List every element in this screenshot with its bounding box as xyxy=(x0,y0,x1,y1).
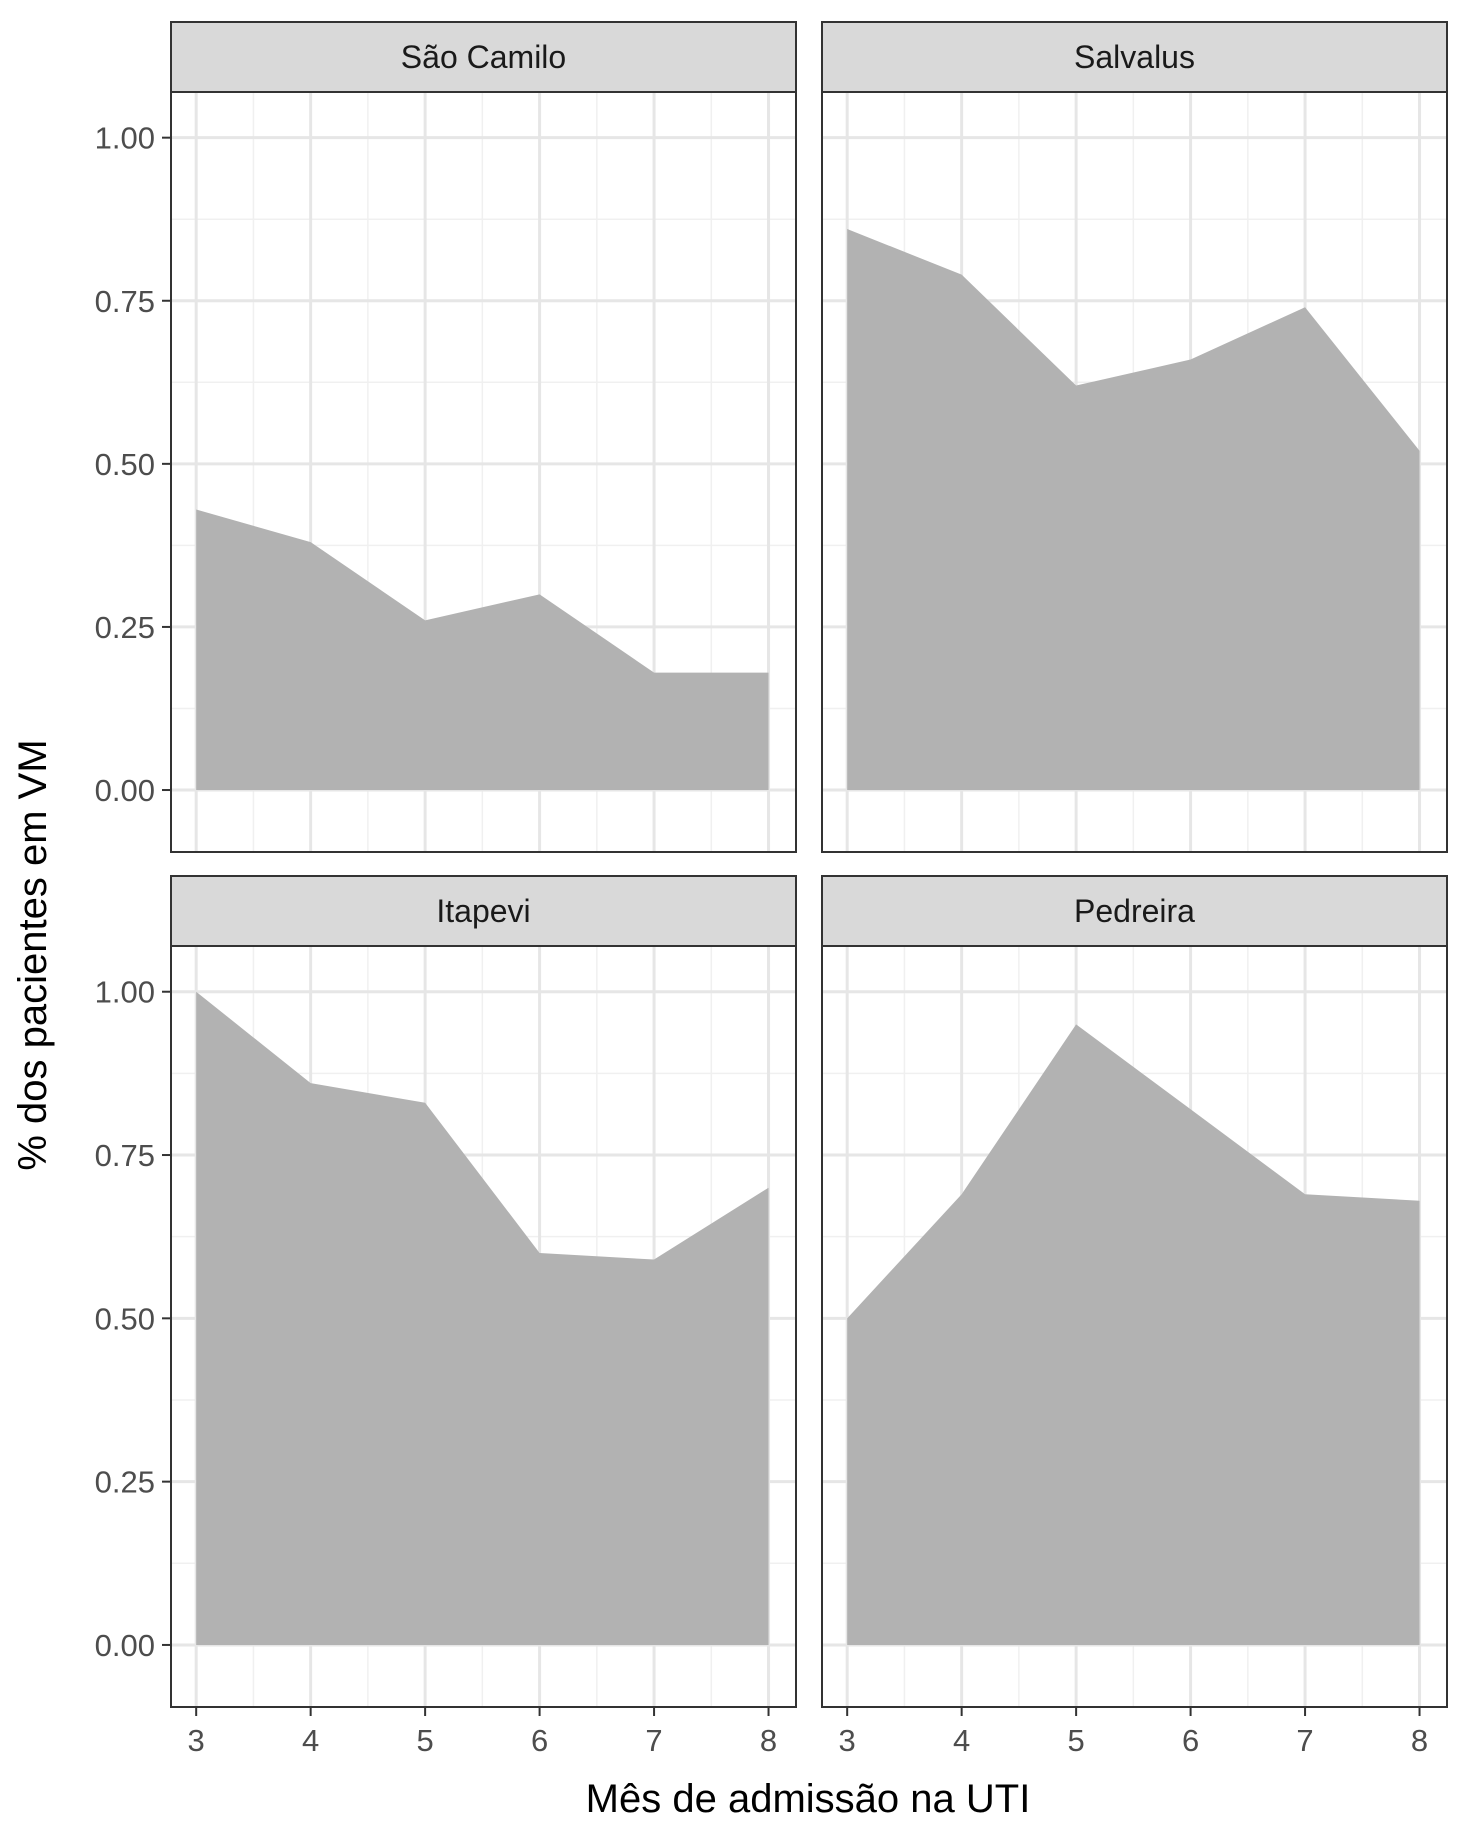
area-series xyxy=(196,991,769,1645)
area-series xyxy=(847,228,1420,791)
facet-strip-label: Salvalus xyxy=(1074,39,1195,75)
x-tick-label: 6 xyxy=(531,1723,548,1758)
x-tick-label: 5 xyxy=(416,1723,433,1758)
y-tick-label: 1.00 xyxy=(95,975,155,1010)
strip-background xyxy=(170,21,797,93)
area-series xyxy=(196,509,769,791)
y-tick-label: 0.50 xyxy=(95,447,155,482)
facet-panel: Salvalus xyxy=(821,21,1448,853)
y-tick-label: 0.75 xyxy=(95,284,155,319)
x-tick-label: 8 xyxy=(760,1723,777,1758)
y-tick-label: 0.25 xyxy=(95,1465,155,1500)
facet-panel: Itapevi 0.00 0.25 0.50 0.75 1.00 3 4 5 6 7 8 xyxy=(95,875,797,1758)
area-series xyxy=(847,1024,1420,1645)
y-tick-label: 0.00 xyxy=(95,1628,155,1663)
x-tick-label: 6 xyxy=(1182,1723,1199,1758)
y-tick-label: 0.75 xyxy=(95,1138,155,1173)
facet-panel: Pedreira 3 4 5 6 7 8 xyxy=(821,875,1448,1758)
y-tick-label: 0.50 xyxy=(95,1301,155,1336)
y-tick-label: 1.00 xyxy=(95,121,155,156)
x-tick-label: 5 xyxy=(1067,1723,1084,1758)
y-tick-label: 0.25 xyxy=(95,610,155,645)
x-tick-label: 7 xyxy=(645,1723,662,1758)
strip-background xyxy=(821,875,1448,947)
y-tick-label: 0.00 xyxy=(95,773,155,808)
x-tick-label: 4 xyxy=(953,1723,970,1758)
facet-strip-label: São Camilo xyxy=(401,39,566,75)
facet-panel: São Camilo 0.00 0.25 0.50 0.75 1.00 xyxy=(95,21,797,853)
y-axis-title: % dos pacientes em VM xyxy=(11,739,55,1170)
x-tick-label: 7 xyxy=(1296,1723,1313,1758)
panels: São Camilo 0.00 0.25 0.50 0.75 1.00 Salvalus It… xyxy=(95,21,1448,1758)
x-axis-title: Mês de admissão na UTI xyxy=(586,1777,1031,1821)
x-tick-label: 3 xyxy=(188,1723,205,1758)
facet-strip-label: Itapevi xyxy=(436,893,530,929)
facet-strip-label: Pedreira xyxy=(1074,893,1195,929)
x-tick-label: 4 xyxy=(302,1723,319,1758)
x-tick-label: 8 xyxy=(1411,1723,1428,1758)
x-tick-label: 3 xyxy=(839,1723,856,1758)
strip-background xyxy=(170,875,797,947)
strip-background xyxy=(821,21,1448,93)
